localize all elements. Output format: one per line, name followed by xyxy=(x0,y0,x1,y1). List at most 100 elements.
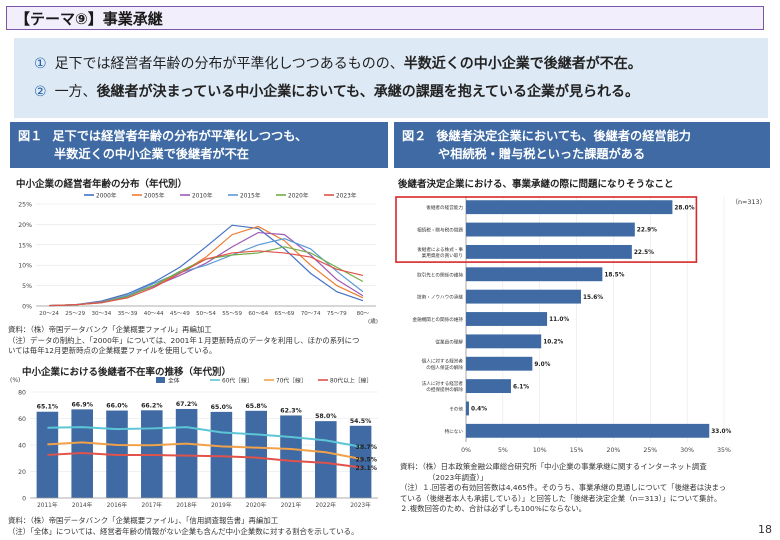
x-tick-label: 2021年 xyxy=(281,501,302,509)
bar xyxy=(280,415,302,498)
x-tick-label: 2011年 xyxy=(37,501,58,509)
x-tick-label: 2016年 xyxy=(107,501,128,509)
bar-value-label: 11.0% xyxy=(549,317,569,323)
bar xyxy=(466,222,635,237)
category-label: 技術・ノウハウの承継 xyxy=(417,294,463,301)
bar-value-label: 0.4% xyxy=(471,407,487,413)
bar-value-label: 54.5% xyxy=(350,418,371,425)
bar xyxy=(466,379,511,394)
legend-label: 2005年 xyxy=(144,192,165,200)
category-label: 特にない xyxy=(445,428,464,435)
line-end-label: 23.1% xyxy=(356,465,377,472)
bar-value-label: 65.8% xyxy=(245,403,266,410)
fig1-label: 図１ xyxy=(18,129,43,143)
bar-value-label: 62.3% xyxy=(280,407,301,414)
category-label: の個人保証の解除 xyxy=(426,364,463,371)
legend-label: 70代［線］ xyxy=(276,377,307,385)
legend-label: 2010年 xyxy=(192,192,213,200)
summary-item-2-text: 一方、 xyxy=(54,84,97,100)
bar-value-label: 66.9% xyxy=(71,401,92,408)
bar xyxy=(466,423,710,438)
x-tick-label: 2017年 xyxy=(142,501,163,509)
fig2-notes: 資料：（株）日本政策金融公庫総合研究所「中小企業の事業承継に関するインターネット… xyxy=(400,462,726,515)
x-tick-label: 40～44 xyxy=(144,311,164,317)
bar xyxy=(466,267,603,282)
bar xyxy=(466,356,533,371)
fig1-source-2: 資料：（株）帝国データバンク「企業概要ファイル」、「信用調査報告書」再編加工 （… xyxy=(8,516,358,537)
legend-label: 全体 xyxy=(168,377,180,385)
legend-label: 80代以上［線］ xyxy=(330,377,372,385)
x-tick-label: 2019年 xyxy=(211,501,232,509)
x-tick-label: 60～64 xyxy=(248,311,268,317)
chart1-title: 中小企業の経営者年齢の分布（年代別） xyxy=(16,179,188,190)
x-tick-label: 20～24 xyxy=(39,311,59,317)
bar xyxy=(175,408,198,498)
y-tick-label: 10% xyxy=(18,263,32,270)
fig2-note-3: ２.複数回答のため、合計は必ずしも100%にならない。 xyxy=(400,504,587,513)
fig1-header: 図１ 足下では経営者年齢の分布が平準化しつつも、 半数近くの中小企業で後継者が不在 xyxy=(10,122,388,168)
succession-issues-bar-chart: 0% 5% 10% 15% 20% 25% 30% 35% （n=313） 28.0% 後継者の経営… xyxy=(395,196,766,454)
y-tick-label: 25% xyxy=(18,202,32,209)
bar xyxy=(466,244,632,259)
x-tick-label: 50～54 xyxy=(196,311,216,317)
x-tick-label: 75～79 xyxy=(327,311,347,317)
summary-item-1-number: ① xyxy=(34,56,47,72)
bar xyxy=(466,312,548,326)
age-distribution-line-chart: 0% 5% 10% 15% 20% 25% 20～24 25～29 30～34 35～39 40～4… xyxy=(18,192,378,326)
y-tick-label: 20 xyxy=(18,469,26,476)
y-axis-unit: (%) xyxy=(10,377,20,384)
series-line xyxy=(47,441,361,460)
x-tick-label: 20% xyxy=(607,447,621,454)
x-tick-label: 25% xyxy=(643,447,657,454)
fig1-source-2-text: 資料：（株）帝国データバンク「企業概要ファイル」、「信用調査報告書」再編加工 xyxy=(8,516,279,525)
y-tick-label: 20% xyxy=(18,222,32,229)
fig1-note-3: （注）「全体」については、経営者年齢の情報がない企業も含んだ中小企業数に対する割… xyxy=(8,526,359,536)
x-tick-label: 2022年 xyxy=(316,501,337,509)
series-line xyxy=(49,250,364,307)
series-line xyxy=(49,238,364,307)
bar-value-label: 66.2% xyxy=(141,402,162,409)
bar-value-label: 18.5% xyxy=(604,272,624,278)
y-tick-label: 80 xyxy=(18,390,26,397)
summary-item-2: ② 一方、後継者が決まっている中小企業においても、承継の課題を抱えている企業が見ら… xyxy=(34,78,758,106)
summary-box: ① 足下では経営者年齢の分布が平準化しつつあるものの、半数近くの中小企業で後継者が… xyxy=(14,38,768,118)
bar xyxy=(466,200,673,215)
sample-size-label: （n=313） xyxy=(732,198,766,206)
bar xyxy=(245,410,267,498)
bar-value-label: 33.0% xyxy=(711,429,731,435)
series-line xyxy=(47,426,361,448)
x-tick-label: 15% xyxy=(570,447,584,454)
fig1-note-1: （注）データの制約上、「2000年」については、2001年１月更新時点のデータを… xyxy=(8,335,360,345)
legend-label: 2015年 xyxy=(240,192,261,200)
bar-value-label: 6.1% xyxy=(513,384,529,390)
legend-label: 2020年 xyxy=(288,192,309,200)
x-tick-label: 35% xyxy=(717,447,731,454)
x-tick-label: 30% xyxy=(680,447,694,454)
chart3-title: 後継者決定企業における、事業承継の際に問題になりそうなこと xyxy=(398,179,674,190)
category-label: 従業員の理解 xyxy=(435,338,463,345)
legend-swatch xyxy=(156,377,165,383)
bar-value-label: 66.0% xyxy=(106,403,127,410)
y-tick-label: 0% xyxy=(22,304,32,311)
category-label: 個人に対する経営者 xyxy=(422,358,464,365)
category-label: 法人に対する経営者 xyxy=(422,380,464,387)
chart2-title: 中小企業における後継者不在率の推移（年代別） xyxy=(22,367,232,378)
bar-value-label: 67.2% xyxy=(176,401,197,408)
fig1-title-line2: 半数近くの中小企業で後継者が不在 xyxy=(54,147,249,161)
fig2-source-1: 資料：（株）日本政策金融公庫総合研究所「中小企業の事業承継に関するインターネット… xyxy=(400,462,707,471)
bar-value-label: 15.6% xyxy=(583,295,603,301)
fig1-source-1: 資料：（株）帝国データバンク「企業概要ファイル」再編加工 （注）データの制約上、… xyxy=(8,325,359,357)
x-tick-label: 25～29 xyxy=(65,311,85,317)
series-line xyxy=(49,224,364,307)
x-tick-label: 55～59 xyxy=(222,311,242,317)
category-label: 取引先との関係の維持 xyxy=(417,271,463,278)
fig1-title-line1: 足下では経営者年齢の分布が平準化しつつも、 xyxy=(52,129,308,143)
bar-value-label: 10.2% xyxy=(543,340,563,346)
series-line xyxy=(49,225,364,307)
x-tick-label: 2020年 xyxy=(246,501,267,509)
fig2-note-1: （注）１.回答者の有効回答数は4,465件。そのうち、事業承継の見通しについて「… xyxy=(400,483,727,492)
y-tick-label: 0 xyxy=(22,496,26,503)
fig2-label: 図２ xyxy=(402,129,427,143)
x-tick-label: 2014年 xyxy=(72,501,93,509)
bar-value-label: 22.9% xyxy=(637,228,657,234)
